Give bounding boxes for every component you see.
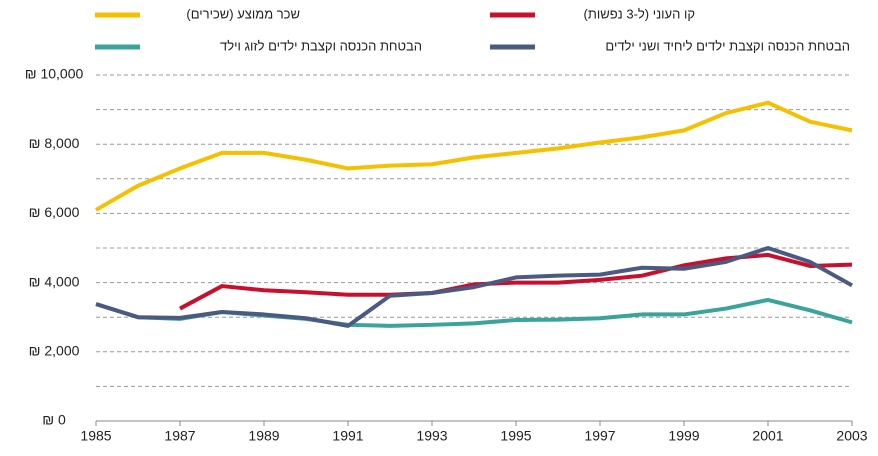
x-tick-label: 1989 xyxy=(248,428,279,444)
series-line xyxy=(95,100,853,212)
y-tick-label: ₪ 8,000 xyxy=(29,135,80,151)
y-tick-label: ₪ 10,000 xyxy=(25,66,84,82)
legend-label: שכר ממוצע (שכירים) xyxy=(186,6,300,21)
x-tick-label: 1997 xyxy=(584,428,615,444)
x-tick-label: 2001 xyxy=(752,428,783,444)
series-line xyxy=(95,246,853,328)
x-tick-label: 1991 xyxy=(332,428,363,444)
legend-label: קו העוני (ל-3 נפשות) xyxy=(584,6,695,21)
x-tick-label: 1993 xyxy=(416,428,447,444)
y-tick-label: ₪ 4,000 xyxy=(29,273,80,289)
y-tick-label: ₪ 0 xyxy=(42,412,66,428)
x-tick-label: 1985 xyxy=(80,428,111,444)
y-tick-label: ₪ 6,000 xyxy=(29,204,80,220)
legend-label: הבטחת הכנסה וקצבת ילדים ליחיד ושני ילדים xyxy=(605,38,850,53)
x-tick-label: 1987 xyxy=(164,428,195,444)
x-tick-label: 1999 xyxy=(668,428,699,444)
x-tick-label: 1995 xyxy=(500,428,531,444)
legend-label: הבטחת הכנסה וקצבת ילדים לזוג וילד xyxy=(220,38,422,53)
y-tick-label: ₪ 2,000 xyxy=(29,343,80,359)
x-tick-label: 2003 xyxy=(836,428,867,444)
series-line xyxy=(179,252,853,311)
